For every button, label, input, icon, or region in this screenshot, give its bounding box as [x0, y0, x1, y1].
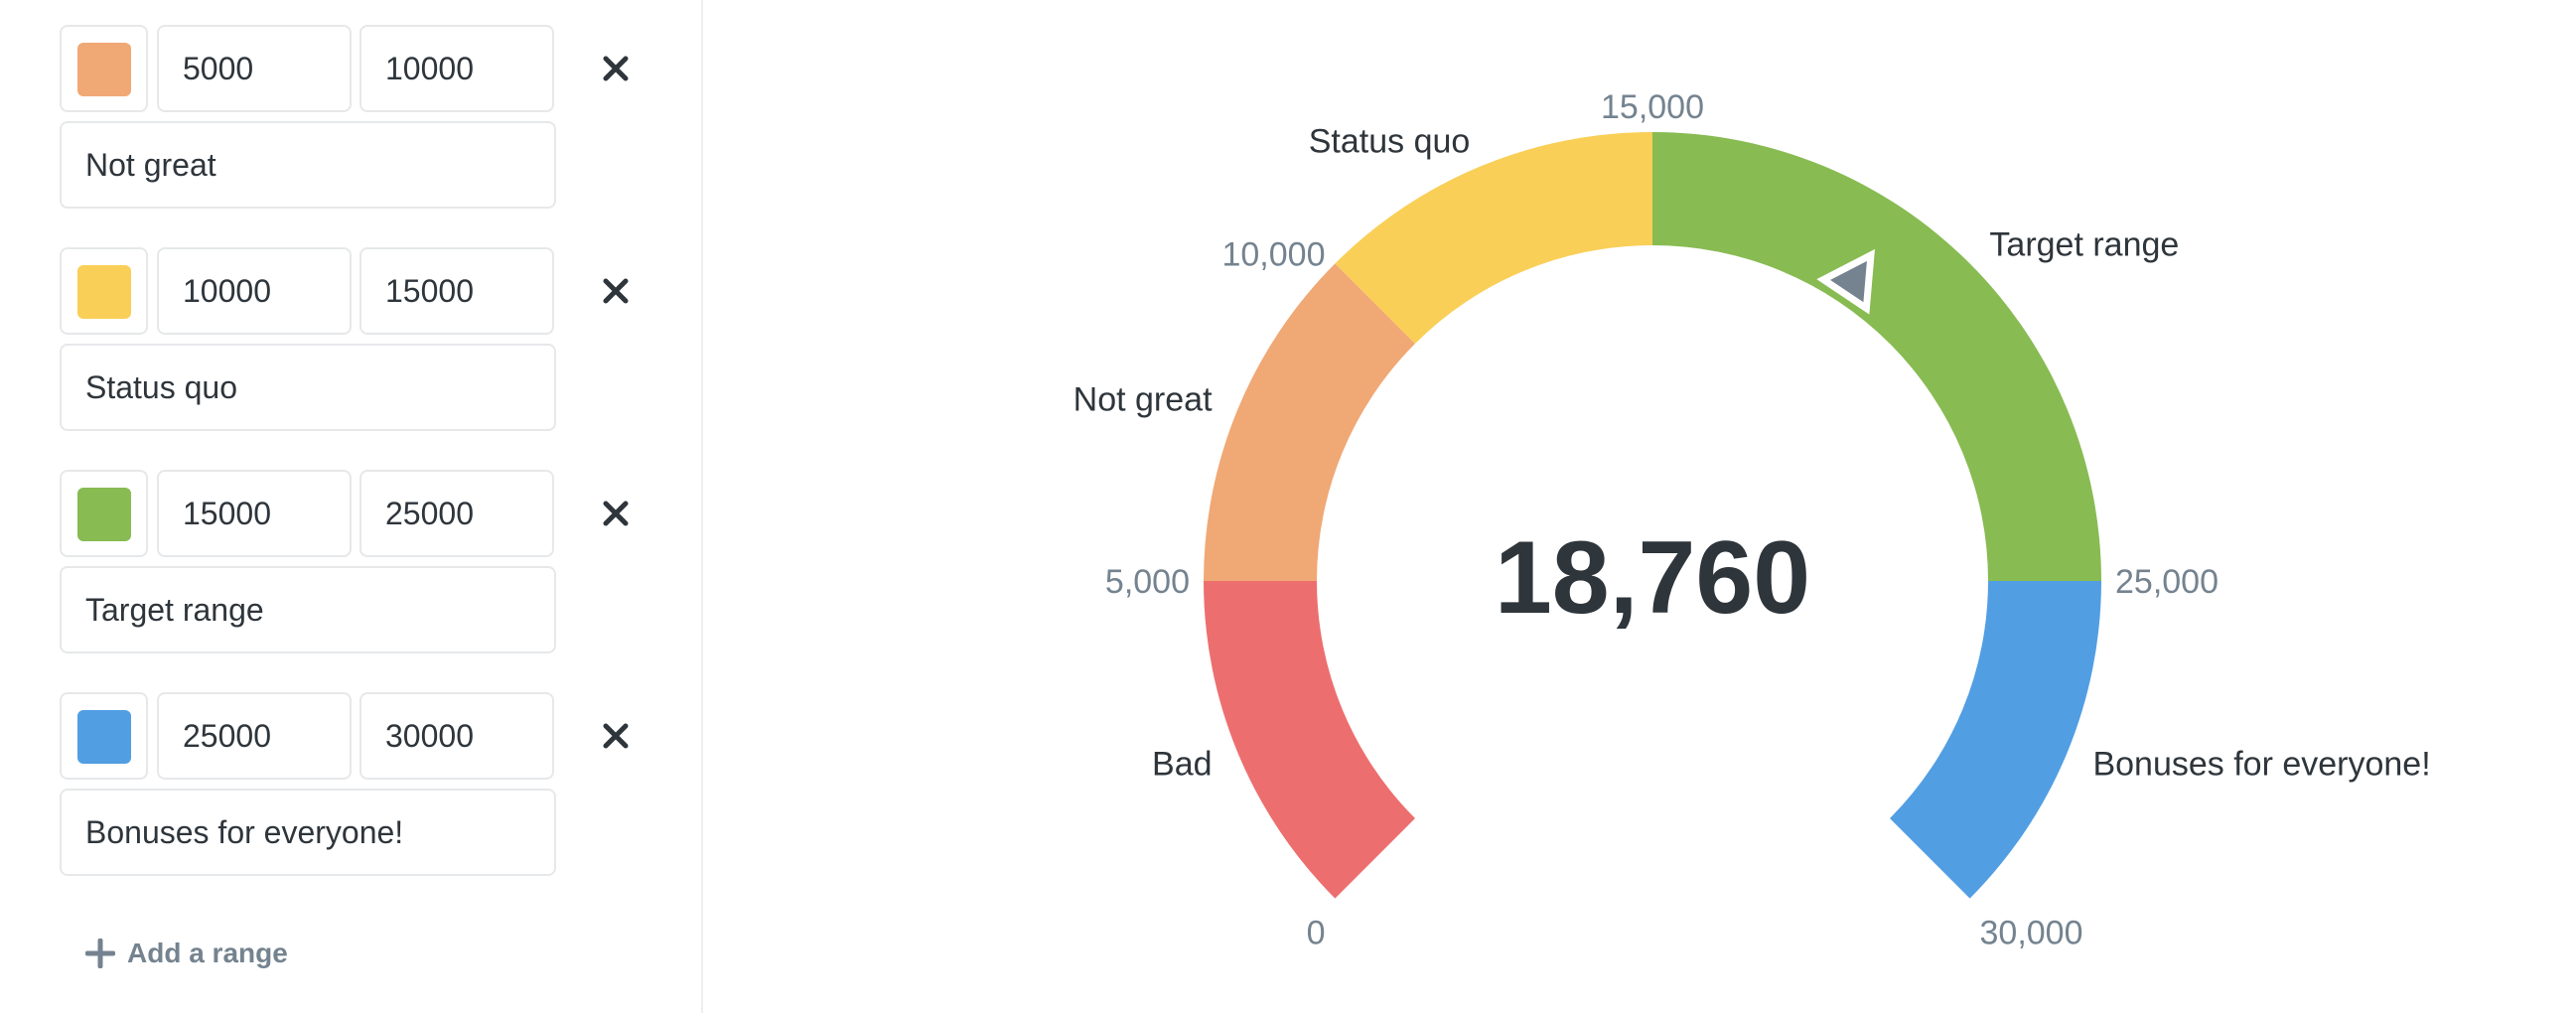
segment-label: Status quo — [1309, 123, 1471, 161]
plus-icon — [85, 939, 115, 968]
segment-label: Bad — [1152, 746, 1213, 784]
color-swatch — [77, 265, 131, 319]
tick-label: 25,000 — [2115, 563, 2218, 601]
range-row: 5000 10000 — [60, 25, 655, 112]
tick-label: 30,000 — [1980, 915, 2083, 952]
color-picker-button[interactable] — [60, 692, 148, 780]
segment-label: Target range — [1989, 226, 2179, 264]
close-icon — [603, 278, 629, 304]
remove-range-button[interactable] — [596, 716, 636, 756]
gauge-segment — [1652, 132, 2101, 581]
close-icon — [603, 56, 629, 81]
range-label-input[interactable]: Bonuses for everyone! — [60, 789, 556, 876]
range-min-input[interactable]: 25000 — [157, 692, 352, 780]
tick-label: 15,000 — [1601, 88, 1704, 126]
remove-range-button[interactable] — [596, 494, 636, 533]
remove-range-button[interactable] — [596, 49, 636, 88]
segment-label: Bonuses for everyone! — [2092, 746, 2430, 784]
gauge-segment — [1204, 581, 1415, 899]
range-max-input[interactable]: 15000 — [359, 247, 554, 335]
range-min-input[interactable]: 15000 — [157, 470, 352, 557]
color-swatch — [77, 710, 131, 764]
gauge-segment — [1890, 581, 2101, 899]
range-max-input[interactable]: 10000 — [359, 25, 554, 112]
gauge-needle — [1816, 248, 1875, 315]
gauge-chart: Bad Not great Status quo Target range Bonuse… — [1073, 88, 2431, 952]
tick-label: 10,000 — [1221, 235, 1325, 273]
tick-label: 5,000 — [1105, 563, 1190, 601]
range-label-input[interactable]: Not great — [60, 121, 556, 209]
add-range-label: Add a range — [127, 938, 288, 968]
color-picker-button[interactable] — [60, 247, 148, 335]
color-swatch — [77, 43, 131, 96]
color-swatch — [77, 488, 131, 541]
remove-range-button[interactable] — [596, 271, 636, 311]
range-max-input[interactable]: 30000 — [359, 692, 554, 780]
gauge-value: 18,760 — [1495, 520, 1810, 636]
range-label-input[interactable]: Status quo — [60, 344, 556, 431]
range-row: 25000 30000 — [60, 692, 655, 780]
close-icon — [603, 723, 629, 749]
range-min-input[interactable]: 5000 — [157, 25, 352, 112]
color-picker-button[interactable] — [60, 25, 148, 112]
range-max-input[interactable]: 25000 — [359, 470, 554, 557]
gauge-segment — [1335, 132, 1652, 344]
tick-label: 0 — [1307, 915, 1326, 952]
range-label-input[interactable]: Target range — [60, 566, 556, 653]
color-picker-button[interactable] — [60, 470, 148, 557]
range-row: 15000 25000 — [60, 470, 655, 557]
add-range-button[interactable]: Add a range — [85, 934, 288, 973]
gauge-segment — [1204, 263, 1415, 581]
close-icon — [603, 501, 629, 526]
range-row: 10000 15000 — [60, 247, 655, 335]
segment-label: Not great — [1073, 380, 1213, 418]
range-min-input[interactable]: 10000 — [157, 247, 352, 335]
ranges-editor-panel: 5000 10000 Not great 10000 15000 Status … — [0, 0, 703, 1013]
gauge-visualization: Bad Not great Status quo Target range Bonuse… — [705, 0, 2576, 1013]
